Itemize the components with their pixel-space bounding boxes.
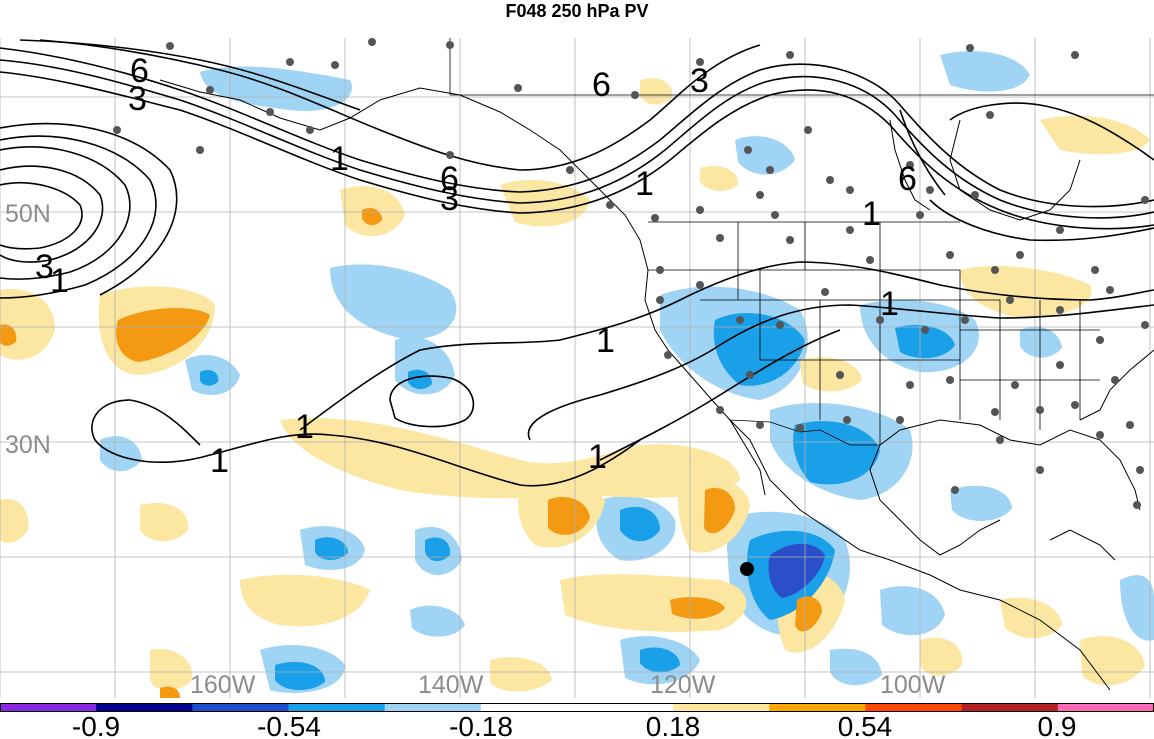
lat-label-30n: 30N xyxy=(5,431,51,459)
contour-label: 1 xyxy=(635,165,654,203)
lon-label-160w: 160W xyxy=(190,671,256,698)
contour-label: 1 xyxy=(210,442,229,480)
lon-label-100w: 100W xyxy=(880,671,946,698)
colorbar-swatch xyxy=(673,703,770,712)
contour-label: 6 xyxy=(130,52,149,90)
contour-label: 1 xyxy=(50,262,69,300)
lat-label-50n: 50N xyxy=(5,200,51,228)
pv-map: 50N 30N 160W 140W 120W 100W 6 3 6 3 1 6 … xyxy=(0,38,1154,698)
contour-label: 6 xyxy=(592,66,611,104)
contour-label: 1 xyxy=(588,438,607,476)
colorbar-swatch xyxy=(1057,703,1154,712)
colorbar-swatch xyxy=(480,703,578,712)
colorbar: -0.9 -0.54 -0.18 0.18 0.54 0.9 xyxy=(0,703,1154,739)
contour-label: 3 xyxy=(440,180,459,218)
colorbar-swatch xyxy=(384,703,482,712)
lon-label-120w: 120W xyxy=(650,671,716,698)
coastlines xyxy=(159,79,1154,691)
colorbar-swatch xyxy=(769,703,866,712)
colorbar-swatch xyxy=(0,703,97,712)
storm-marker xyxy=(740,562,754,576)
contour-label: 1 xyxy=(330,140,349,178)
colorbar-swatch xyxy=(961,703,1059,712)
colorbar-swatch xyxy=(96,703,193,712)
pv-contours xyxy=(0,39,1154,487)
graticule xyxy=(0,38,1154,698)
contour-label: 1 xyxy=(295,408,314,446)
colorbar-tick-label: 0.9 xyxy=(1038,711,1077,739)
colorbar-swatch xyxy=(288,703,386,712)
contour-label: 3 xyxy=(128,80,147,118)
colorbar-swatch xyxy=(865,703,963,712)
station-dots xyxy=(113,38,1149,509)
colorbar-tick-label: -0.9 xyxy=(72,711,120,739)
map-title: F048 250 hPa PV xyxy=(505,1,649,21)
contour-label: 1 xyxy=(596,322,615,360)
contour-label: 1 xyxy=(880,285,899,323)
contour-label: 1 xyxy=(862,195,881,233)
positive-anomaly-orange xyxy=(0,208,822,698)
contour-label: 3 xyxy=(35,248,54,286)
contour-label: 3 xyxy=(690,62,709,100)
contour-labels: 6 3 6 3 1 6 3 3 1 1 6 1 1 1 1 1 1 xyxy=(35,52,917,480)
colorbar-swatch xyxy=(577,703,674,712)
colorbar-tick-label: 0.18 xyxy=(646,711,701,739)
contour-label: 6 xyxy=(440,160,459,198)
colorbar-tick-label: -0.54 xyxy=(257,711,321,739)
colorbar-tick-label: 0.54 xyxy=(838,711,893,739)
contour-label: 6 xyxy=(898,160,917,198)
colorbar-swatches xyxy=(0,703,1154,712)
colorbar-swatch xyxy=(192,703,289,712)
lon-label-140w: 140W xyxy=(418,671,484,698)
colorbar-tick-label: -0.18 xyxy=(449,711,513,739)
